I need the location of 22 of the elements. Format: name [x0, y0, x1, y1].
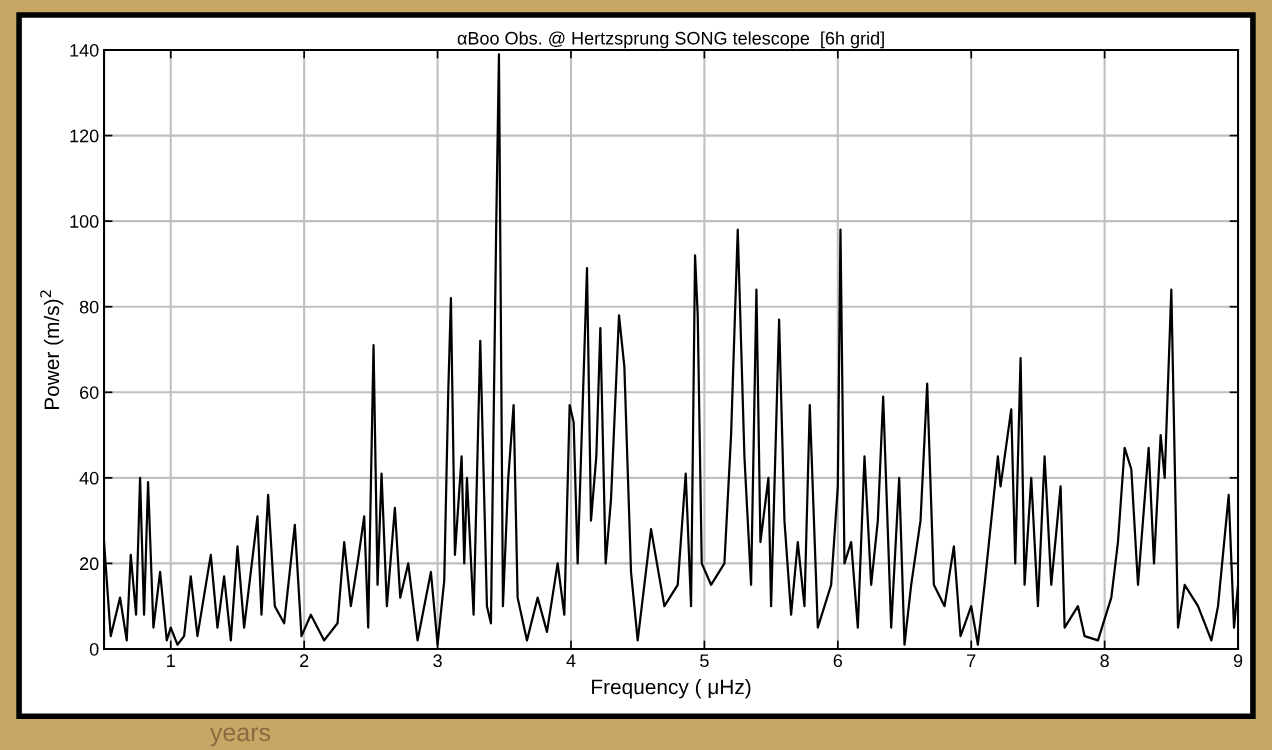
y-tick-label: 20 [80, 557, 99, 571]
y-tick-label: 60 [80, 386, 99, 399]
y-tick-label: 40 [79, 471, 99, 485]
y-tick-label: 100 [70, 215, 99, 228]
y-tick-label: 80 [79, 300, 99, 314]
x-tick-label: 4 [566, 654, 576, 667]
x-tick-label: 8 [1100, 654, 1109, 668]
x-tick-label: 1 [167, 654, 175, 667]
line-series [104, 53, 1239, 646]
text: years [209, 727, 271, 747]
y-tick-label: 0 [89, 642, 99, 656]
x-tick-label: 9 [1233, 654, 1243, 668]
x-tick-label: 6 [833, 654, 843, 668]
x-tick-label: 3 [433, 654, 442, 668]
x-axis-title: Frequency ( μHz) [592, 679, 751, 699]
y-axis-title: Power (m/s)$^{2}$ [40, 290, 64, 410]
x-tick-label: 5 [700, 654, 709, 668]
y-tick-label: 120 [70, 129, 99, 143]
x-tick-label: 2 [300, 654, 309, 667]
x-tick-label: 7 [967, 654, 976, 667]
chart-title: αBoo Obs. @ Hertzsprung SONG telescope [6h grid] [457, 31, 884, 49]
y-tick-label: 140 [70, 43, 99, 57]
